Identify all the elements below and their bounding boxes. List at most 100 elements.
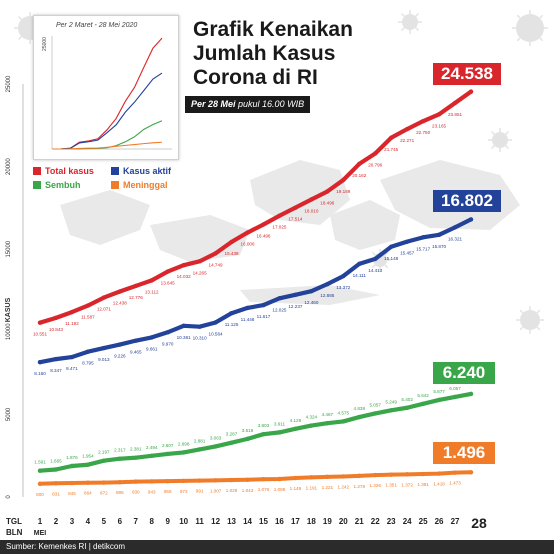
data-point: [181, 323, 186, 329]
x-tick-label: 8: [150, 517, 155, 526]
data-point: [341, 419, 346, 424]
x-tick-label: 2: [54, 517, 59, 526]
series-total-kasus: [37, 89, 474, 325]
data-label: 16.006: [240, 242, 254, 247]
data-point: [404, 472, 410, 477]
data-label: 1.351: [385, 483, 397, 488]
callout-sembuh: 6.240: [433, 362, 495, 384]
data-point: [117, 289, 123, 294]
virus-icon: [488, 128, 512, 152]
chart-series: [37, 89, 474, 486]
data-point: [468, 217, 474, 222]
data-point: [468, 391, 474, 397]
data-point: [69, 354, 75, 360]
title-line-3: Corona di RI: [193, 66, 318, 89]
data-label: 9.226: [114, 354, 126, 359]
data-point: [149, 453, 154, 458]
data-label: 11.587: [81, 315, 95, 320]
data-point: [373, 151, 378, 156]
data-point: [245, 477, 250, 482]
data-label: 5.877: [433, 389, 445, 394]
chart-axes: 0 5000 10000 15000 20000 25000 KASUS: [5, 75, 24, 499]
data-point: [53, 315, 59, 321]
data-label: 3.287: [226, 432, 238, 437]
data-label: 9.661: [146, 346, 158, 351]
data-label: 23.851: [448, 112, 462, 117]
virus-body: [402, 14, 418, 30]
data-point: [452, 470, 458, 475]
series-line: [37, 89, 474, 325]
data-label: 14.749: [209, 262, 223, 267]
x-tick-label: 20: [339, 517, 348, 526]
virus-spike: [384, 251, 389, 256]
data-point: [181, 262, 186, 268]
data-point: [341, 474, 346, 479]
data-label: 1.221: [322, 485, 334, 490]
data-label: 19.189: [336, 189, 350, 194]
data-label: 11.125: [225, 322, 239, 327]
data-label: 17.025: [272, 225, 286, 230]
virus-spike: [505, 130, 510, 135]
data-label: 1.076: [258, 487, 270, 492]
data-label: 8.471: [66, 366, 78, 371]
data-label: 14.032: [177, 274, 191, 279]
virus-spike: [539, 37, 544, 42]
data-point: [373, 411, 378, 416]
virus-spike: [516, 37, 521, 42]
data-point: [69, 480, 75, 486]
data-point: [197, 324, 202, 329]
subtitle-time: pukul 16.00 WIB: [235, 99, 305, 109]
data-label: 4.324: [306, 415, 318, 420]
virus-spike: [519, 309, 524, 314]
data-point: [37, 320, 43, 325]
data-label: 10.564: [209, 331, 223, 336]
data-label: 3.803: [258, 423, 270, 428]
inset-chart: Per 2 Maret - 28 Mei 2020 25000: [33, 15, 179, 160]
data-label: 2.381: [130, 447, 142, 452]
data-label: 5.057: [369, 402, 381, 407]
data-label: 22.271: [400, 138, 414, 143]
data-point: [213, 251, 218, 256]
data-point: [357, 161, 362, 167]
data-point: [293, 475, 298, 481]
data-point: [357, 473, 362, 479]
data-point: [420, 118, 426, 124]
data-label: 15.148: [384, 256, 398, 261]
virus-spike: [490, 130, 495, 135]
data-label: 15.457: [400, 251, 414, 256]
x-tick-label: 13: [227, 517, 236, 526]
virus-body: [520, 310, 540, 330]
data-point: [357, 261, 362, 267]
virus-spike: [415, 12, 420, 17]
data-point: [452, 100, 458, 106]
x-tick-label: 15: [259, 517, 268, 526]
inset-y-tick-label: 25000: [42, 37, 48, 51]
data-point: [133, 455, 138, 460]
data-label: 1.007: [210, 488, 222, 493]
data-point: [436, 397, 442, 403]
x-axis-bln-label: BLN: [6, 528, 23, 537]
data-point: [468, 89, 474, 94]
data-point: [117, 342, 123, 347]
data-label: 18.010: [304, 208, 318, 213]
data-point: [277, 476, 282, 482]
data-point: [213, 444, 218, 449]
data-label: 9.970: [162, 341, 174, 346]
title-line-1: Grafik Kenaikan: [193, 18, 353, 41]
data-label: 3.063: [210, 435, 222, 440]
data-label: 12.460: [304, 300, 318, 305]
x-tick-label: 19: [323, 517, 332, 526]
data-label: 991: [196, 489, 204, 494]
data-label: 12.776: [129, 295, 143, 300]
map-island-1: [60, 190, 150, 245]
x-tick-label: 4: [86, 517, 91, 526]
x-tick-label: 14: [243, 517, 252, 526]
data-point: [468, 470, 474, 475]
data-label: 14.265: [193, 270, 207, 275]
data-label: 3.518: [242, 428, 254, 433]
data-point: [388, 244, 394, 249]
data-point: [229, 440, 234, 445]
legend-label-sembuh: Sembuh: [45, 180, 81, 190]
